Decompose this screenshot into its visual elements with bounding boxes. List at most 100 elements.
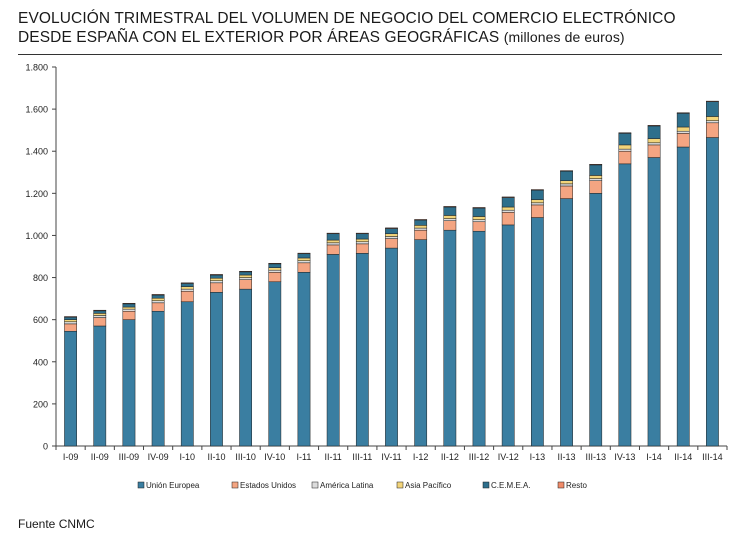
y-tick-label: 600: [33, 315, 48, 325]
bar-segment: [355, 238, 369, 243]
x-tick-label: III-09: [119, 452, 140, 462]
bar-segment: [676, 126, 690, 132]
bar-segment: [151, 294, 165, 299]
bar-segment: [326, 242, 340, 246]
bar-segment: [443, 215, 457, 219]
x-tick-label: I-14: [646, 452, 662, 462]
bar-segment: [560, 185, 573, 199]
title-line-2-text: DESDE ESPAÑA CON EL EXTERIOR POR ÁREAS G…: [18, 29, 500, 46]
bar-segment: [443, 206, 457, 216]
bar-segment: [385, 238, 398, 249]
bar-segment: [355, 243, 369, 254]
bar-segment: [676, 133, 690, 148]
legend-swatch: [557, 481, 565, 489]
x-tick-label: IV-09: [148, 452, 169, 462]
title-unit: (millones de euros): [503, 29, 625, 45]
bar-segment: [530, 202, 544, 206]
bar-segment: [618, 148, 632, 152]
bar-segment: [210, 292, 223, 447]
bar-segment: [151, 302, 165, 312]
bar-segment: [180, 283, 194, 287]
bar-segment: [64, 330, 77, 447]
bar-segment: [414, 219, 428, 221]
bar-segment: [706, 100, 719, 102]
x-tick-label: I-13: [530, 452, 546, 462]
legend-swatch: [396, 481, 404, 489]
bar-segment: [618, 150, 632, 165]
x-tick-label: III-11: [352, 452, 372, 462]
bar-segment: [676, 113, 690, 128]
legend-swatch: [137, 481, 145, 489]
bar-segment: [676, 146, 690, 447]
bar-segment: [210, 277, 223, 281]
bar-segment: [268, 263, 282, 268]
bar-segment: [501, 209, 515, 213]
y-tick-label: 0: [43, 442, 48, 452]
bar-segment: [297, 253, 311, 259]
x-tick-label: III-10: [235, 452, 256, 462]
bar-segment: [210, 280, 223, 284]
bar-segment: [706, 122, 719, 138]
x-tick-label: II-13: [558, 452, 576, 462]
legend-swatch: [482, 481, 490, 489]
bar-segment: [618, 144, 632, 150]
bar-segment: [268, 281, 282, 447]
bar-segment: [414, 229, 428, 240]
bar-segment: [93, 325, 107, 447]
legend-label: Estados Unidos: [240, 481, 296, 490]
bar-segment: [239, 288, 253, 447]
bar-segment: [589, 164, 603, 166]
bar-segment: [443, 220, 457, 231]
bar-segment: [472, 221, 486, 232]
bar-segment: [122, 319, 136, 447]
bar-segment: [530, 217, 544, 447]
bar-segment: [647, 144, 661, 158]
bar-segment: [443, 218, 457, 221]
bar-segment: [618, 132, 632, 134]
bar-segment: [530, 204, 544, 218]
bar-segment: [64, 319, 77, 323]
bar-segment: [210, 274, 223, 276]
y-tick-label: 1.000: [25, 231, 48, 241]
x-tick-label: IV-12: [498, 452, 519, 462]
x-tick-label: II-09: [91, 452, 109, 462]
bar-segment: [239, 274, 253, 278]
bar-segment: [122, 310, 136, 320]
bar-segment: [530, 199, 544, 204]
bar-segment: [472, 219, 486, 223]
bar-segment: [530, 189, 544, 200]
x-tick-label: IV-13: [614, 452, 635, 462]
legend-label: C.E.M.E.A.: [491, 481, 531, 490]
bar-segment: [210, 274, 223, 279]
bar-segment: [326, 254, 340, 447]
title-rule: [18, 54, 722, 55]
bar-segment: [326, 232, 340, 235]
bar-segment: [180, 288, 194, 292]
legend-swatch: [231, 481, 239, 489]
bar-segment: [647, 138, 661, 144]
x-tick-label: IV-11: [381, 452, 401, 462]
chart-title: EVOLUCIÓN TRIMESTRAL DEL VOLUMEN DE NEGO…: [18, 10, 728, 47]
bar-segment: [560, 170, 573, 172]
title-line-2: DESDE ESPAÑA CON EL EXTERIOR POR ÁREAS G…: [18, 28, 728, 47]
bar-segment: [589, 178, 603, 181]
bar-segment: [239, 279, 253, 290]
bar-segment: [180, 286, 194, 290]
bar-segment: [268, 272, 282, 283]
bar-segment: [501, 206, 515, 211]
bar-segment: [297, 260, 311, 264]
bar-segment: [530, 189, 544, 191]
y-tick-label: 200: [33, 399, 48, 409]
bar-segment: [501, 224, 515, 447]
bar-segment: [706, 101, 719, 117]
bar-segment: [93, 309, 107, 312]
bar-segment: [647, 125, 661, 127]
y-tick-label: 1.800: [25, 63, 48, 73]
legend-label: Asia Pacífico: [405, 481, 452, 490]
bar-segment: [472, 207, 486, 209]
x-tick-label: II-11: [324, 452, 341, 462]
legend-label: Resto: [566, 481, 587, 490]
bar-segment: [268, 262, 282, 265]
bar-segment: [385, 227, 398, 229]
x-tick-label: IV-10: [264, 452, 285, 462]
